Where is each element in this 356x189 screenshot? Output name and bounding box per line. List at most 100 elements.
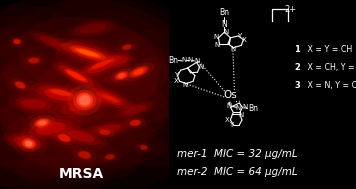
Ellipse shape [52, 89, 117, 119]
Ellipse shape [0, 126, 118, 189]
Ellipse shape [95, 128, 115, 137]
Ellipse shape [73, 51, 130, 77]
Text: N: N [227, 103, 232, 109]
Ellipse shape [122, 62, 155, 81]
Ellipse shape [90, 125, 120, 139]
Ellipse shape [74, 90, 95, 110]
Ellipse shape [29, 115, 56, 131]
Ellipse shape [75, 48, 101, 58]
Ellipse shape [75, 48, 101, 57]
Ellipse shape [119, 42, 135, 52]
Ellipse shape [29, 58, 39, 63]
Ellipse shape [6, 75, 35, 95]
Ellipse shape [86, 121, 134, 136]
Ellipse shape [57, 133, 72, 143]
Ellipse shape [12, 39, 21, 45]
Ellipse shape [70, 45, 106, 61]
Ellipse shape [62, 29, 209, 141]
Ellipse shape [67, 85, 102, 116]
Ellipse shape [73, 20, 113, 36]
Ellipse shape [103, 54, 134, 67]
Ellipse shape [24, 140, 33, 147]
Ellipse shape [60, 93, 109, 115]
Ellipse shape [26, 121, 143, 182]
Ellipse shape [0, 66, 115, 153]
Ellipse shape [59, 65, 94, 86]
Text: N: N [243, 104, 248, 110]
Ellipse shape [92, 60, 111, 69]
Ellipse shape [34, 75, 169, 152]
Ellipse shape [64, 69, 88, 83]
Ellipse shape [71, 47, 105, 59]
Ellipse shape [14, 81, 27, 89]
Ellipse shape [115, 71, 129, 80]
Ellipse shape [25, 141, 32, 146]
Ellipse shape [37, 85, 82, 104]
Ellipse shape [98, 52, 138, 69]
Ellipse shape [100, 130, 110, 135]
Ellipse shape [130, 120, 140, 126]
Ellipse shape [77, 93, 92, 107]
Ellipse shape [79, 95, 90, 105]
Ellipse shape [37, 120, 48, 126]
Ellipse shape [123, 45, 131, 50]
Ellipse shape [58, 134, 70, 142]
Ellipse shape [114, 71, 129, 80]
Ellipse shape [55, 136, 114, 167]
Ellipse shape [68, 46, 108, 60]
Ellipse shape [67, 70, 85, 81]
Ellipse shape [28, 30, 73, 53]
Ellipse shape [8, 134, 43, 149]
Text: N: N [221, 20, 227, 29]
Text: X = CH, Y = N: X = CH, Y = N [305, 63, 356, 72]
Ellipse shape [106, 154, 114, 159]
Ellipse shape [95, 24, 142, 52]
Text: X = Y = CH: X = Y = CH [305, 45, 352, 54]
Ellipse shape [19, 53, 49, 68]
Text: N: N [214, 42, 220, 48]
Ellipse shape [76, 93, 93, 108]
Ellipse shape [117, 73, 126, 78]
Ellipse shape [80, 55, 123, 77]
Ellipse shape [48, 89, 74, 97]
Ellipse shape [62, 127, 101, 145]
Ellipse shape [97, 91, 123, 105]
Ellipse shape [0, 139, 93, 189]
Text: N: N [182, 57, 187, 64]
Text: N: N [198, 64, 203, 70]
Text: 2+: 2+ [284, 5, 297, 14]
Ellipse shape [77, 150, 92, 160]
Ellipse shape [68, 94, 135, 132]
Ellipse shape [0, 4, 80, 72]
Ellipse shape [19, 136, 39, 152]
Ellipse shape [120, 114, 151, 132]
Ellipse shape [116, 72, 127, 79]
Ellipse shape [30, 115, 55, 130]
Ellipse shape [64, 69, 88, 82]
Ellipse shape [10, 37, 23, 46]
Ellipse shape [15, 82, 25, 88]
Ellipse shape [40, 36, 62, 47]
Ellipse shape [98, 125, 122, 132]
Ellipse shape [21, 99, 47, 109]
Ellipse shape [104, 65, 139, 87]
Ellipse shape [84, 85, 136, 112]
Ellipse shape [44, 88, 74, 101]
Ellipse shape [132, 68, 145, 76]
Ellipse shape [92, 123, 127, 134]
Ellipse shape [14, 39, 20, 44]
Ellipse shape [131, 67, 147, 77]
Ellipse shape [59, 77, 110, 123]
Text: 3: 3 [294, 81, 300, 90]
Ellipse shape [11, 131, 46, 157]
Ellipse shape [62, 43, 114, 63]
Ellipse shape [38, 120, 46, 125]
Ellipse shape [87, 59, 116, 74]
Ellipse shape [66, 18, 120, 39]
Ellipse shape [29, 82, 89, 107]
Ellipse shape [134, 141, 154, 154]
Ellipse shape [128, 66, 149, 78]
Ellipse shape [0, 97, 92, 168]
Ellipse shape [0, 105, 173, 189]
Ellipse shape [47, 127, 82, 149]
